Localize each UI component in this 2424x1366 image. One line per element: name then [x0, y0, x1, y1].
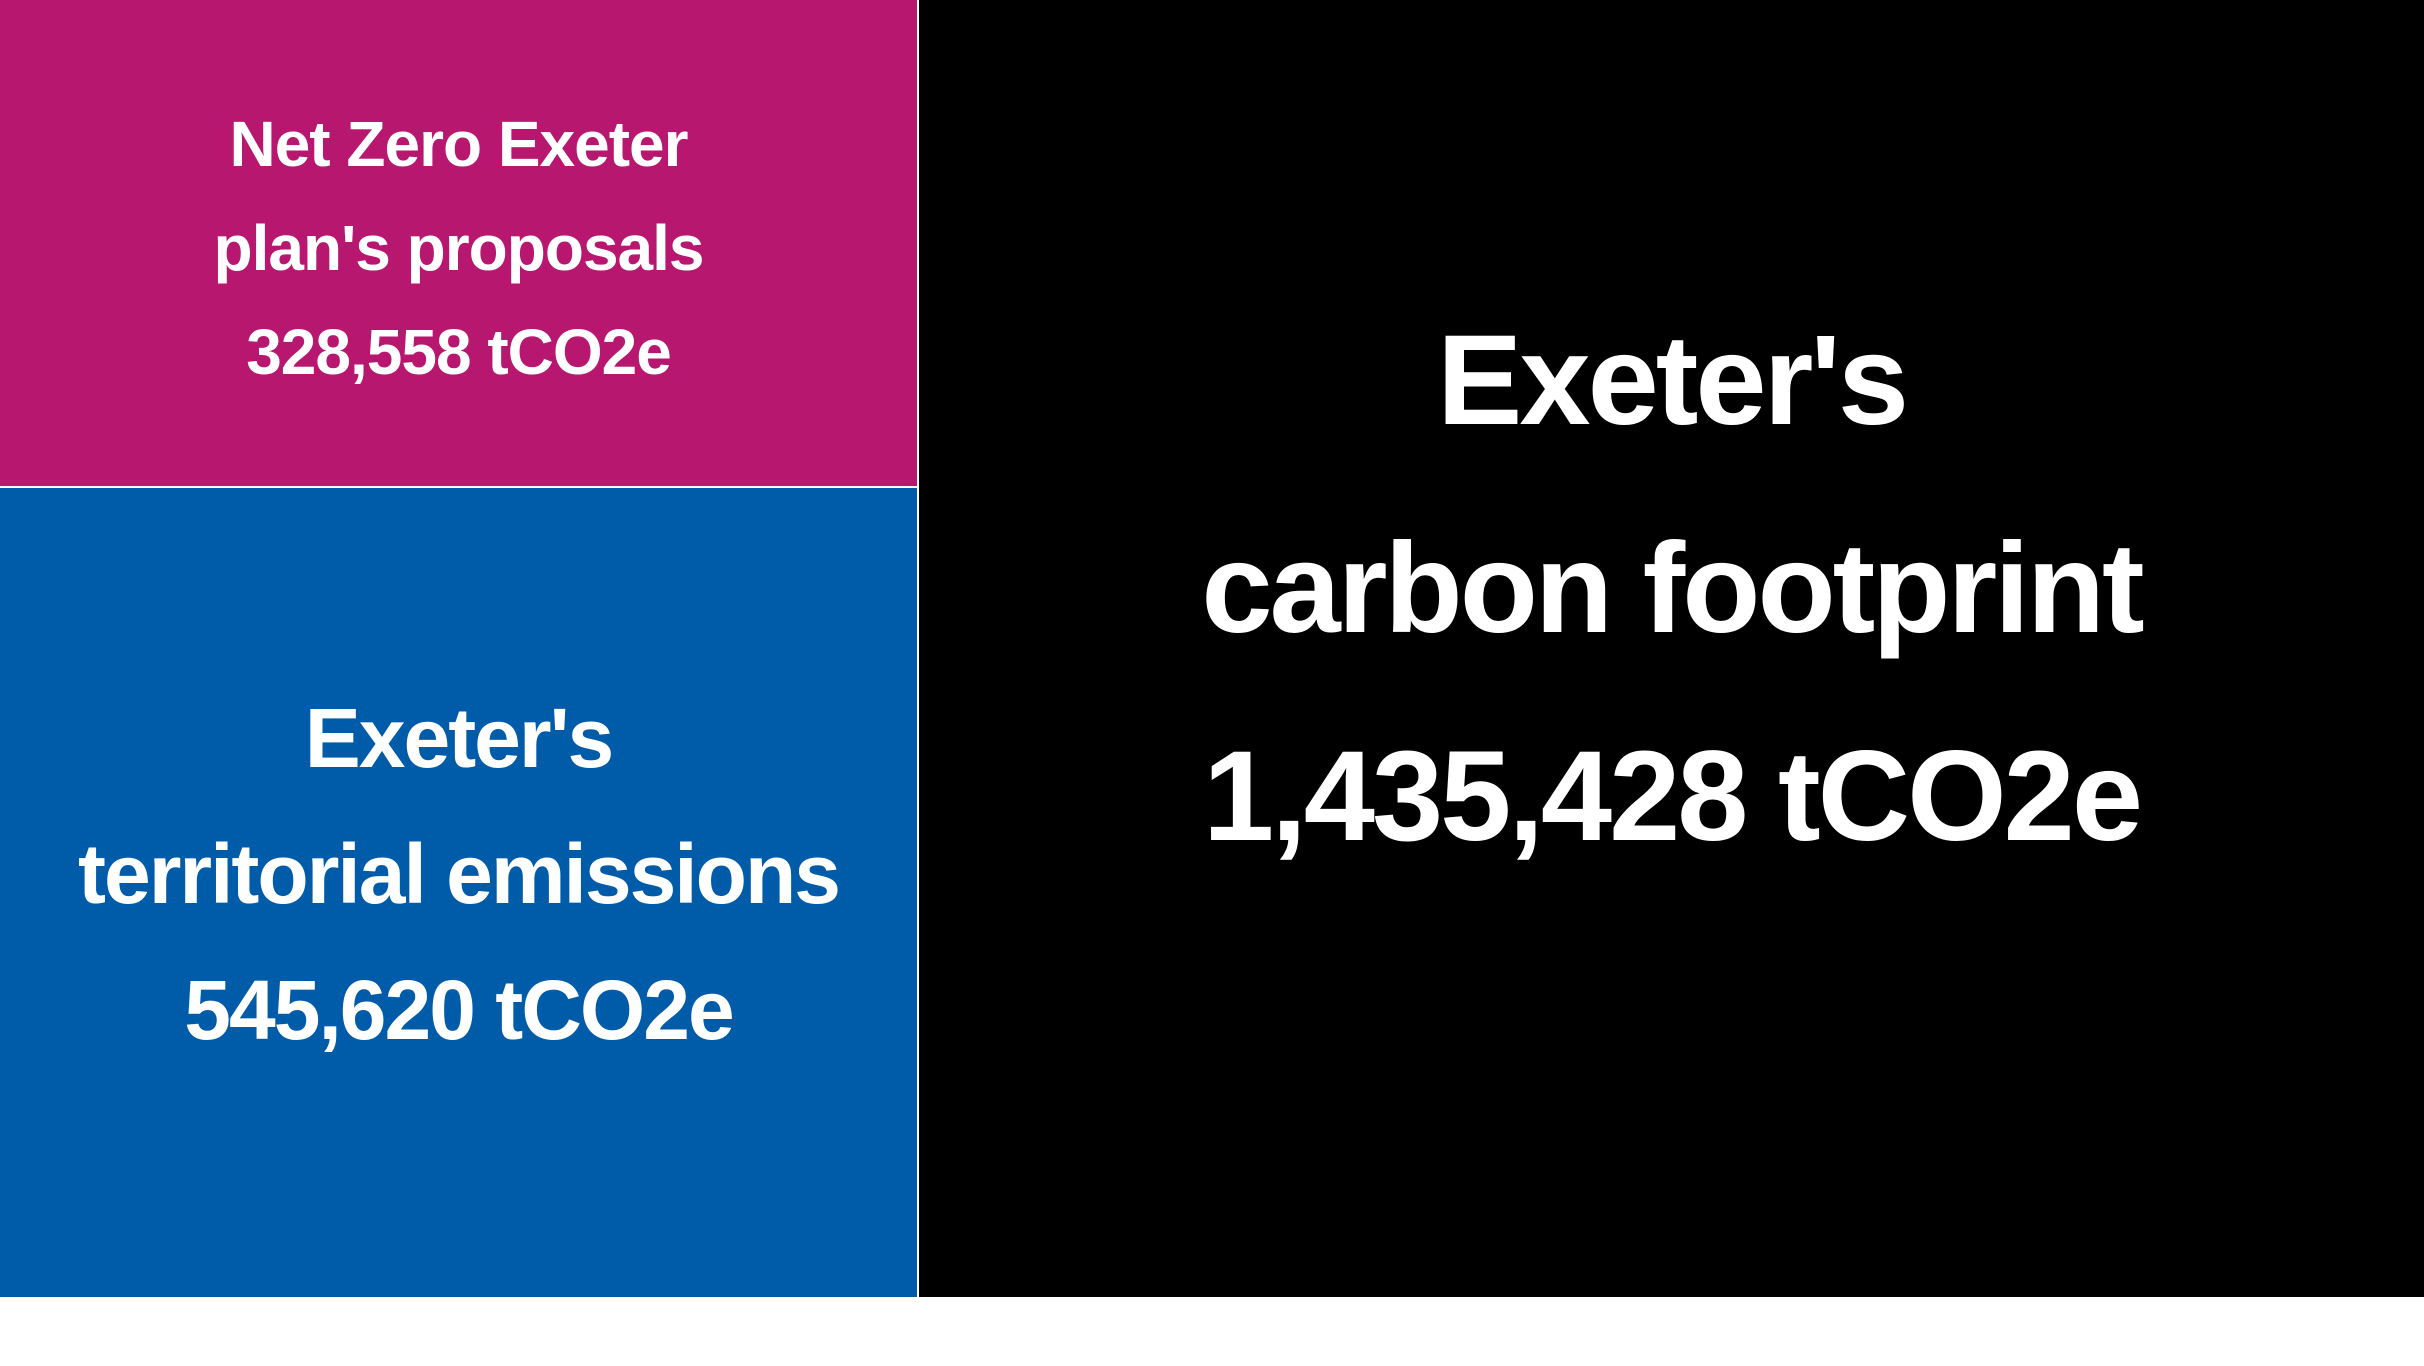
- territorial-title-line-2: territorial emissions: [78, 826, 841, 921]
- footprint-title-line-2: carbon footprint: [1201, 516, 2144, 660]
- carbon-footprint-block: Exeter's carbon footprint 1,435,428 tCO2…: [919, 0, 2424, 1297]
- proposals-value: 328,558 tCO2e: [246, 316, 672, 388]
- proposals-block: Net Zero Exeter plan's proposals 328,558…: [0, 0, 917, 486]
- territorial-title-line-1: Exeter's: [304, 690, 615, 785]
- territorial-emissions-block: Exeter's territorial emissions 545,620 t…: [0, 488, 917, 1297]
- territorial-value: 545,620 tCO2e: [184, 962, 734, 1057]
- footprint-title-line-1: Exeter's: [1437, 308, 1909, 452]
- footprint-value: 1,435,428 tCO2e: [1203, 724, 2143, 868]
- proposals-title-line-1: Net Zero Exeter: [229, 108, 688, 180]
- proposals-title-line-2: plan's proposals: [213, 212, 705, 284]
